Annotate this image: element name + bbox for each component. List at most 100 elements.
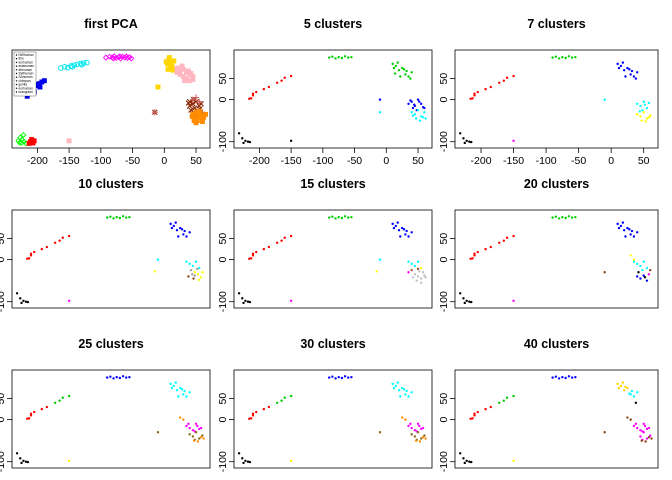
data-point (634, 401, 638, 405)
plot-frame (454, 209, 659, 309)
panel-title: 7 clusters (527, 17, 585, 31)
data-point (561, 375, 564, 379)
x-tick-label: 50 (190, 155, 202, 167)
data-point (621, 381, 625, 384)
data-point (378, 258, 382, 261)
data-point (262, 407, 266, 411)
data-point (416, 275, 420, 278)
data-point (413, 273, 417, 276)
data-point (632, 395, 636, 398)
y-tick-label: 50 (217, 393, 229, 405)
data-point (69, 64, 76, 70)
data-point (327, 56, 331, 59)
data-point (128, 375, 131, 379)
data-point (512, 394, 515, 398)
data-point (574, 215, 577, 219)
data-point (280, 79, 283, 82)
data-point (196, 424, 199, 428)
plot-frame (11, 209, 211, 309)
x-tick-label: -200 (471, 155, 492, 167)
x-tick-label: -100 (90, 155, 111, 167)
data-point (643, 424, 647, 428)
data-point (619, 64, 623, 68)
data-point (237, 292, 241, 295)
legend-key (15, 61, 18, 64)
data-point (410, 391, 413, 394)
data-point (166, 55, 172, 61)
data-point (635, 102, 639, 106)
data-point (334, 57, 337, 60)
data-point (393, 72, 397, 75)
data-point (473, 254, 476, 257)
data-point (570, 216, 574, 219)
data-point (391, 222, 394, 226)
data-point (459, 452, 462, 455)
data-point (249, 257, 253, 260)
data-point (484, 247, 487, 251)
panel-title: 15 clusters (300, 177, 365, 191)
x-tick-label: -100 (536, 155, 557, 167)
data-point (551, 216, 554, 219)
data-point (283, 236, 286, 239)
data-point (416, 431, 420, 434)
data-point (255, 410, 258, 414)
panel-title: 20 clusters (524, 177, 589, 191)
data-point (24, 460, 28, 463)
x-tick-label: -50 (571, 155, 586, 167)
data-point (275, 81, 279, 85)
data-point (289, 299, 293, 303)
data-point (424, 276, 427, 279)
data-point (473, 92, 476, 95)
data-point (640, 119, 643, 122)
data-point (194, 260, 198, 263)
data-point (37, 84, 43, 90)
data-point (421, 271, 425, 274)
data-point (178, 416, 182, 419)
data-point (283, 396, 286, 399)
data-point (410, 426, 413, 430)
data-point (459, 292, 462, 295)
data-point (468, 460, 471, 463)
data-point (502, 239, 505, 242)
data-point (188, 391, 191, 394)
data-point (84, 59, 90, 66)
data-point (416, 260, 420, 263)
data-point (420, 266, 423, 270)
x-tick-label: -150 (503, 155, 524, 167)
data-point (637, 271, 640, 274)
data-point (16, 139, 23, 146)
data-point (570, 56, 574, 59)
data-point (647, 436, 651, 439)
data-point (67, 299, 71, 303)
data-point (470, 300, 473, 304)
data-point (241, 457, 244, 460)
data-point (53, 241, 57, 245)
data-point (246, 300, 250, 303)
data-point (640, 439, 643, 442)
data-point (498, 401, 501, 405)
data-point (392, 66, 396, 70)
data-point (198, 278, 201, 282)
data-point (246, 460, 250, 463)
data-point (275, 241, 279, 245)
data-point (512, 459, 515, 463)
data-point (289, 74, 293, 78)
data-point (289, 234, 293, 238)
data-point (244, 299, 247, 303)
data-point (459, 132, 462, 135)
y-tick-label: 50 (217, 73, 229, 85)
data-point (169, 382, 172, 386)
data-point (418, 100, 421, 103)
data-point (189, 114, 195, 119)
data-point (512, 139, 515, 143)
data-point (626, 66, 629, 70)
data-point (484, 87, 487, 91)
data-point (15, 452, 19, 455)
data-point (404, 233, 407, 236)
panel-8: 30 clusters 50 0 -100 (217, 337, 433, 472)
data-point (182, 393, 185, 396)
panel-title: 10 clusters (78, 177, 143, 191)
data-point (66, 138, 72, 144)
data-point (33, 250, 36, 254)
data-point (251, 414, 255, 417)
